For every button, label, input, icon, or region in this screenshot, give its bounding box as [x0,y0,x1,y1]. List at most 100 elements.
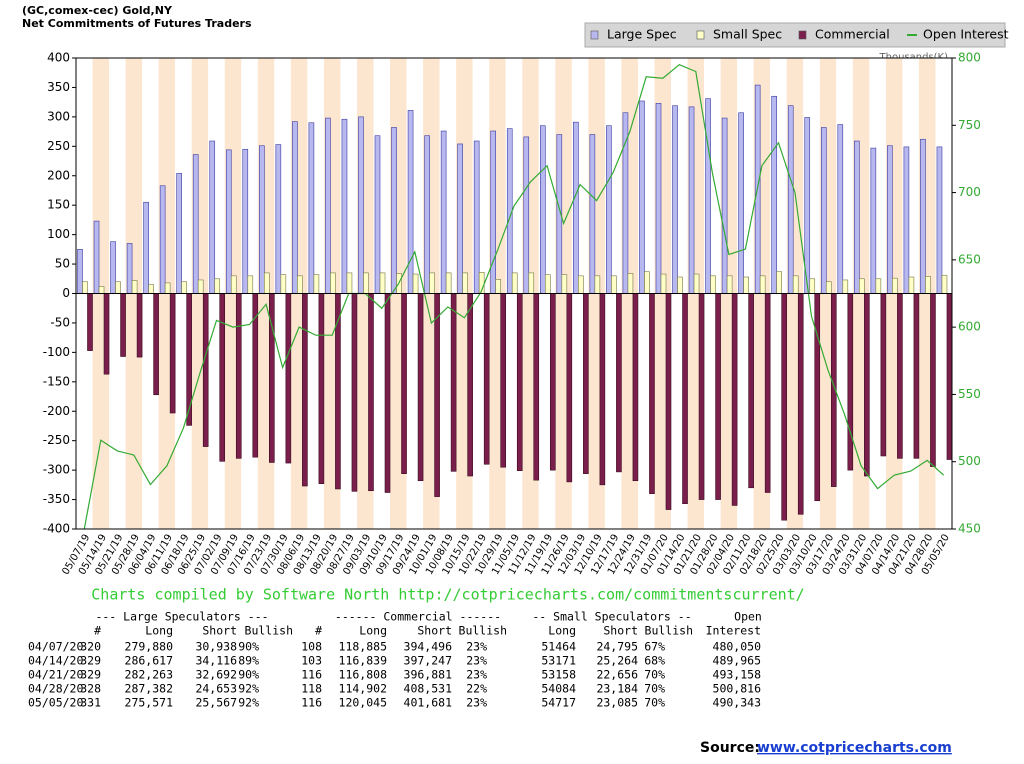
bar [913,293,920,459]
credit: Charts compiled by Software North http:/… [91,586,804,604]
y-tick-label: 0 [62,286,70,300]
y-tick-label: -250 [43,433,70,447]
bar [192,154,199,294]
table-cell: 394,496 [404,640,453,654]
bar [495,279,502,294]
table-cell: 118,885 [339,640,387,654]
table-cell: 22,656 [596,668,638,682]
table-cell: 32,692 [195,668,237,682]
bar [181,281,187,294]
y-tick-label: -200 [43,404,70,418]
bar [930,293,936,467]
table-header: Bullish [459,624,507,638]
bar [892,277,898,294]
bar [660,273,667,294]
y-tick-label: 150 [47,198,70,212]
bar [599,293,606,486]
open-interest-line [83,64,945,530]
bar [457,143,463,294]
legend-swatch [798,30,807,40]
table-cell: 408,531 [404,682,453,696]
table-cell: 329 [80,654,101,668]
bar [721,117,728,294]
bar [511,272,518,294]
bar [632,293,639,482]
y-tick-label: -300 [43,463,70,477]
table-cell: 25,567 [195,696,237,710]
bar [578,275,584,294]
bar [616,293,622,473]
y2-tick-label: 500 [958,454,981,468]
table-cell: 92% [238,696,259,710]
bar [230,275,237,294]
bar [242,148,249,294]
bar [698,293,705,500]
bar [335,293,341,490]
table-header: # [94,624,101,638]
bar [197,279,204,294]
bar [341,118,348,294]
bar [82,281,88,294]
y-tick-label: -50 [50,315,70,329]
bar [797,293,804,515]
bar [847,293,854,471]
bar [368,293,374,492]
table-cell: 116,808 [339,668,388,682]
bar [450,293,457,472]
bar [159,185,166,294]
bar [110,241,116,294]
plot-frame [75,57,953,530]
bar [561,274,568,294]
bar [731,293,738,506]
y-tick-label: -350 [43,492,70,506]
source-label: Source: [700,740,760,756]
bar [285,293,292,464]
y-tick-label: 250 [47,139,70,153]
table-cell: 480,050 [713,640,762,654]
legend-label: Open Interest [923,27,1009,42]
table-cell: 53171 [541,654,576,668]
bar [358,116,364,294]
table-header: Short [417,624,452,638]
bar [776,271,782,294]
bar [115,281,121,294]
y2-tick-label: 650 [958,252,981,266]
table-header: Short [202,624,237,638]
bar [583,293,589,474]
bar [533,293,540,481]
table-header: Long [145,624,173,638]
table-cell: 500,816 [713,682,762,696]
y-tick-label: 50 [55,257,70,271]
table-cell: 54717 [541,696,576,710]
y2-tick-label: 550 [958,387,981,401]
bar [771,95,777,294]
bar [209,140,216,294]
bar [169,293,176,414]
bar [473,140,480,294]
bar [153,293,159,396]
table-cell: 70% [644,696,665,710]
table-cell: 118 [301,682,322,696]
source-link[interactable]: www.cotpricecharts.com [757,740,952,756]
table-cell: 25,264 [596,654,638,668]
table-cell: 30,938 [195,640,237,654]
bar [297,275,303,294]
bar [384,293,391,493]
table-cell: 04/21/20 [28,668,83,682]
bar [346,272,353,294]
bar [374,135,381,294]
bar [417,293,424,482]
table-cell: 489,965 [713,654,761,668]
table-header: Interest [706,624,761,638]
bar [136,293,143,358]
bar [462,272,468,294]
table-cell: 331 [80,696,101,710]
bar [407,110,414,294]
bar [429,272,435,294]
table-cell: 34,116 [195,654,237,668]
table-cell: 24,653 [195,682,237,696]
bar [864,293,870,477]
bar [363,272,369,294]
bar [887,145,893,294]
